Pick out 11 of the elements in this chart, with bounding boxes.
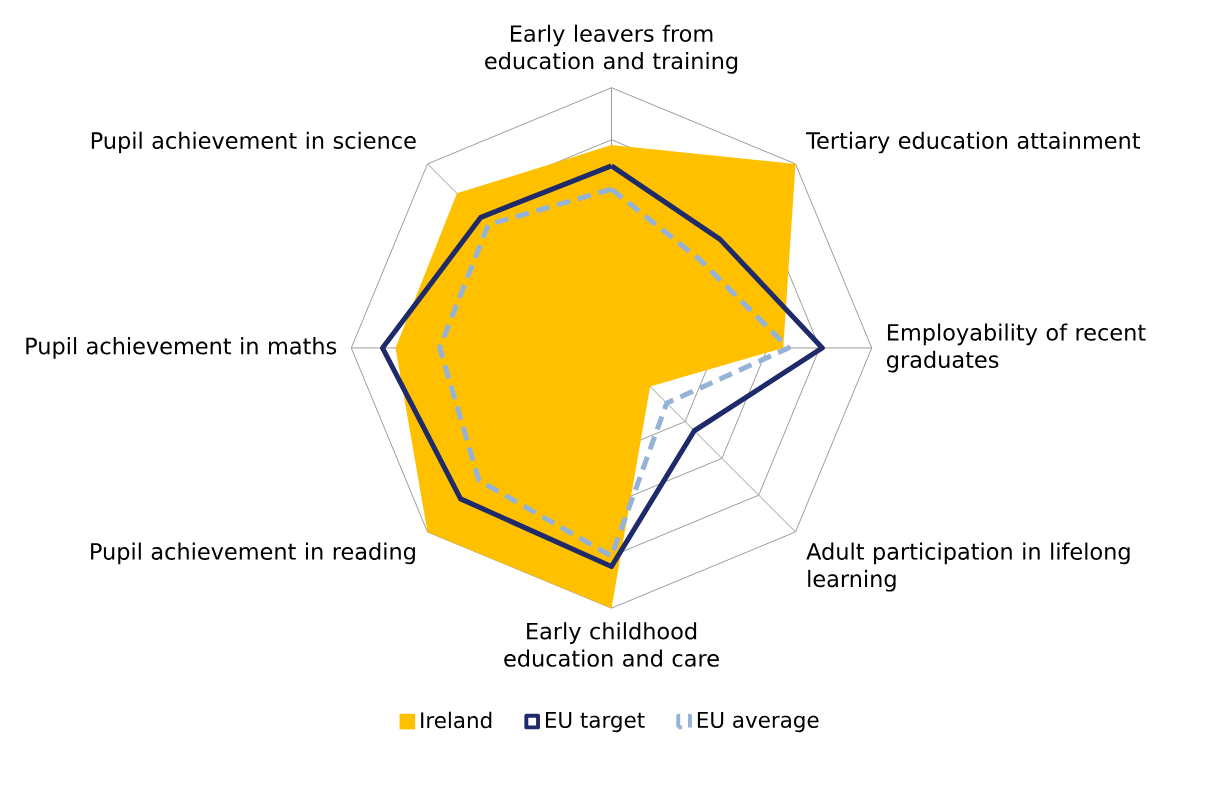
spoke-label: Employability of recent graduates — [887, 323, 1146, 373]
spoke-label: Pupil achievement in reading — [91, 542, 415, 565]
spoke-label: Adult participation in lifelong learning — [806, 542, 1130, 592]
legend-label: EU average — [697, 711, 819, 732]
spoke-label: Pupil achievement in maths — [26, 336, 337, 359]
legend-label: EU target — [545, 711, 645, 732]
spoke-label: Tertiary education attainment — [806, 131, 1141, 154]
spoke-label: Pupil achievement in science — [91, 131, 416, 154]
spoke-label: Early leavers from education and training — [485, 24, 738, 74]
legend-label: Ireland — [421, 711, 492, 729]
spoke-label: Early childhood education and care — [504, 621, 719, 667]
